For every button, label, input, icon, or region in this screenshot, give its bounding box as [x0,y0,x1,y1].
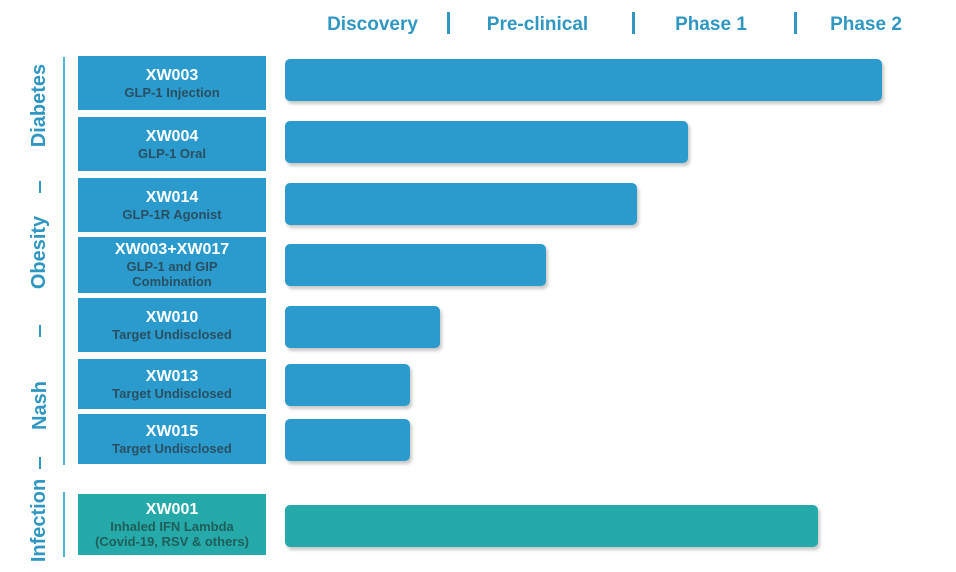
group-bracket [63,57,65,465]
progress-bar [285,121,688,163]
progress-bar [285,183,637,225]
program-label-xw003-xw017: XW003+XW017 GLP-1 and GIP Combination [78,237,266,293]
program-description: Target Undisclosed [112,440,232,456]
program-code: XW015 [145,422,199,440]
phase-header-phase-1: Phase 1 [675,14,747,35]
program-code: XW010 [145,308,199,326]
indication-obesity: Obesity [28,215,51,290]
progress-bar [285,306,440,348]
indication-nash: Nash [28,380,51,430]
program-description: GLP-1R Agonist [122,206,222,222]
progress-bar [285,59,882,101]
program-code: XW004 [145,127,199,145]
program-code: XW014 [145,188,199,206]
progress-bar [285,244,546,286]
indication-infection: Infection [28,478,51,562]
phase-header-discovery: Discovery [327,14,418,35]
indication-separator [39,325,41,337]
program-description: Target Undisclosed [112,326,232,342]
phase-separator [794,12,797,34]
program-description: Combination [132,274,212,289]
indication-separator [39,457,41,469]
program-description: (Covid-19, RSV & others) [95,533,249,549]
program-label-xw015: XW015 Target Undisclosed [78,414,266,464]
program-label-xw004: XW004 GLP-1 Oral [78,117,266,171]
program-code: XW003 [145,66,199,84]
program-code: XW013 [145,367,199,385]
program-label-xw014: XW014 GLP-1R Agonist [78,178,266,232]
indication-separator [39,181,41,193]
group-bracket [63,492,65,557]
program-label-xw003: XW003 GLP-1 Injection [78,56,266,110]
phase-header-phase-2: Phase 2 [830,14,902,35]
program-label-xw013: XW013 Target Undisclosed [78,359,266,409]
program-description: Target Undisclosed [112,385,232,401]
program-description: GLP-1 Oral [138,145,206,161]
program-label-xw010: XW010 Target Undisclosed [78,298,266,352]
program-description: Inhaled IFN Lambda [110,518,234,534]
program-code: XW003+XW017 [114,241,230,258]
phase-separator [447,12,450,34]
program-label-xw001: XW001 Inhaled IFN Lambda (Covid-19, RSV & … [78,494,266,555]
program-description: GLP-1 and GIP [126,259,218,274]
program-code: XW001 [145,500,199,518]
program-description: GLP-1 Injection [124,84,220,100]
progress-bar [285,419,410,461]
indication-diabetes: Diabetes [28,63,51,147]
phase-separator [632,12,635,34]
progress-bar [285,364,410,406]
progress-bar [285,505,818,547]
phase-header-preclinical: Pre-clinical [486,14,589,35]
